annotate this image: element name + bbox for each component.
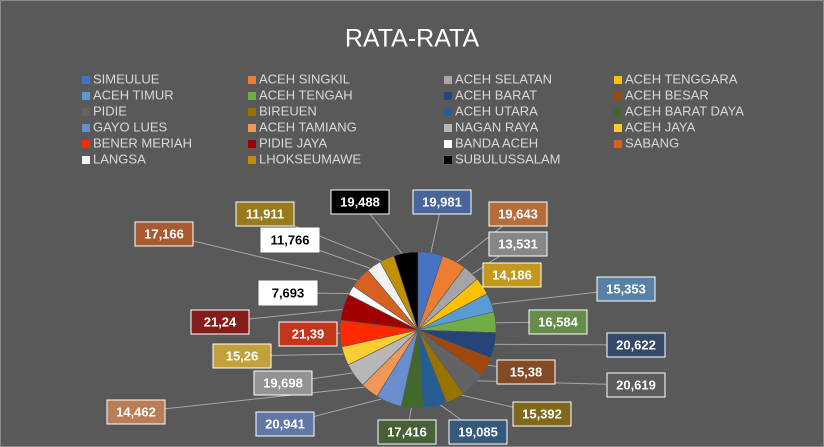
leader-line bbox=[135, 385, 374, 413]
data-label: 15,38 bbox=[510, 364, 543, 379]
data-label-box bbox=[258, 280, 318, 306]
legend-label: ACEH BARAT bbox=[455, 87, 537, 102]
legend-swatch bbox=[82, 92, 90, 100]
data-label: 15,26 bbox=[226, 348, 259, 363]
legend-swatch bbox=[248, 108, 256, 116]
data-label-box bbox=[488, 201, 548, 227]
legend-swatch bbox=[444, 108, 452, 116]
data-label-box bbox=[606, 372, 666, 398]
legend-label: NAGAN RAYA bbox=[455, 119, 539, 134]
legend-swatch bbox=[248, 156, 256, 164]
data-label: 14,186 bbox=[492, 267, 532, 282]
data-label-box bbox=[412, 189, 472, 215]
data-label: 19,643 bbox=[498, 206, 538, 221]
legend-swatch bbox=[614, 140, 622, 148]
data-label: 11,766 bbox=[270, 232, 309, 247]
data-label-box bbox=[106, 399, 166, 425]
data-label: 19,085 bbox=[458, 424, 498, 439]
legend-swatch bbox=[444, 92, 452, 100]
legend-label: ACEH UTARA bbox=[455, 103, 538, 118]
legend-swatch bbox=[614, 92, 622, 100]
legend-label: BIREUEN bbox=[259, 103, 317, 118]
legend-swatch bbox=[614, 76, 622, 84]
data-label: 17,416 bbox=[387, 424, 427, 439]
legend-swatch bbox=[444, 140, 452, 148]
legend-swatch bbox=[82, 156, 90, 164]
legend-label: ACEH SELATAN bbox=[455, 71, 552, 86]
data-label-box bbox=[260, 227, 320, 253]
data-label: 20,619 bbox=[616, 377, 656, 392]
legend-swatch bbox=[444, 124, 452, 132]
legend-label: BANDA ACEH bbox=[455, 135, 538, 150]
data-label: 19,981 bbox=[422, 194, 462, 209]
data-label: 15,392 bbox=[522, 406, 562, 421]
legend-label: SUBULUSSALAM bbox=[455, 151, 560, 166]
data-label: 11,911 bbox=[246, 206, 284, 221]
data-label-box bbox=[528, 309, 588, 335]
legend-label: ACEH TIMUR bbox=[93, 87, 174, 102]
legend-label: BENER MERIAH bbox=[93, 135, 192, 150]
data-label: 19,488 bbox=[340, 194, 380, 209]
data-label-box bbox=[606, 332, 666, 358]
data-label-box bbox=[278, 321, 338, 347]
data-label-box bbox=[377, 419, 437, 445]
data-label: 7,693 bbox=[272, 285, 305, 300]
legend-swatch bbox=[248, 76, 256, 84]
data-label-box bbox=[596, 276, 656, 302]
data-label: 21,24 bbox=[204, 314, 237, 329]
legend-label: SIMEULUE bbox=[93, 71, 160, 86]
legend-swatch bbox=[82, 108, 90, 116]
legend-swatch bbox=[248, 124, 256, 132]
legend-swatch bbox=[614, 108, 622, 116]
data-label-box bbox=[330, 189, 390, 215]
data-label: 15,353 bbox=[606, 281, 646, 296]
data-label-box bbox=[253, 370, 313, 396]
legend-label: LHOKSEUMAWE bbox=[259, 151, 361, 166]
legend-label: ACEH BARAT DAYA bbox=[625, 103, 744, 118]
legend-label: ACEH SINGKIL bbox=[259, 71, 350, 86]
legend-swatch bbox=[248, 140, 256, 148]
data-label-box bbox=[235, 201, 295, 227]
legend-label: PIDIE JAYA bbox=[259, 135, 327, 150]
data-label-box bbox=[512, 401, 572, 427]
legend-label: ACEH TAMIANG bbox=[259, 119, 357, 134]
data-label-box bbox=[488, 231, 548, 257]
chart-title: RATA-RATA bbox=[345, 25, 480, 53]
leader-line bbox=[163, 233, 365, 283]
data-label-box bbox=[482, 262, 542, 288]
legend-label: LANGSA bbox=[93, 151, 146, 166]
data-label: 20,622 bbox=[616, 337, 656, 352]
data-label: 14,462 bbox=[116, 404, 156, 419]
legend-label: ACEH TENGGARA bbox=[625, 71, 738, 86]
legend-swatch bbox=[82, 140, 90, 148]
data-label-box bbox=[212, 343, 272, 369]
legend-swatch bbox=[82, 76, 90, 84]
legend-swatch bbox=[614, 124, 622, 132]
legend-label: PIDIE bbox=[93, 103, 127, 118]
legend-label: GAYO LUES bbox=[93, 119, 168, 134]
data-label: 20,941 bbox=[265, 416, 305, 431]
data-label: 13,531 bbox=[498, 236, 538, 251]
data-label-box bbox=[496, 359, 556, 385]
data-label-box bbox=[134, 221, 194, 247]
data-label-box bbox=[255, 411, 315, 437]
data-label: 19,698 bbox=[263, 375, 303, 390]
legend-swatch bbox=[82, 124, 90, 132]
data-label: 17,166 bbox=[144, 226, 184, 241]
legend-swatch bbox=[444, 76, 452, 84]
pie-slice bbox=[393, 251, 419, 331]
data-label-box bbox=[190, 309, 250, 335]
legend-label: SABANG bbox=[625, 135, 679, 150]
data-label: 16,584 bbox=[538, 314, 579, 329]
data-label: 21,39 bbox=[292, 326, 325, 341]
data-label-box bbox=[448, 419, 508, 445]
legend-label: ACEH TENGAH bbox=[259, 87, 353, 102]
legend-label: ACEH JAYA bbox=[625, 119, 696, 134]
legend-swatch bbox=[248, 92, 256, 100]
legend-label: ACEH BESAR bbox=[625, 87, 709, 102]
legend-swatch bbox=[444, 156, 452, 164]
